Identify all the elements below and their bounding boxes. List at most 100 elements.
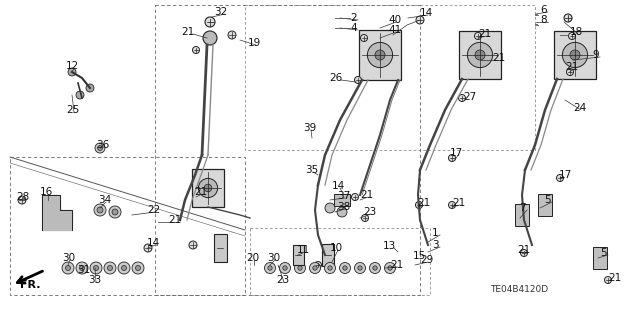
Circle shape (65, 265, 70, 271)
Text: 8: 8 (540, 15, 547, 25)
Text: 21: 21 (360, 190, 373, 200)
Circle shape (112, 209, 118, 215)
Circle shape (90, 262, 102, 274)
Circle shape (204, 184, 212, 192)
Circle shape (95, 143, 105, 153)
Circle shape (474, 33, 481, 40)
Text: 4: 4 (350, 23, 356, 33)
Text: 32: 32 (214, 7, 227, 17)
Text: 21: 21 (194, 187, 207, 197)
Text: FR.: FR. (20, 280, 40, 290)
Circle shape (205, 17, 215, 27)
Circle shape (568, 33, 575, 40)
Circle shape (97, 207, 103, 213)
Text: 3: 3 (432, 240, 438, 250)
Text: 39: 39 (303, 123, 316, 133)
Circle shape (475, 50, 485, 60)
Text: 11: 11 (297, 245, 310, 255)
Circle shape (198, 178, 218, 197)
Circle shape (283, 266, 287, 270)
Circle shape (310, 263, 321, 273)
Circle shape (264, 263, 275, 273)
Text: 14: 14 (420, 8, 433, 18)
Text: 21: 21 (608, 273, 621, 283)
Circle shape (372, 266, 377, 270)
Text: 34: 34 (98, 195, 111, 205)
Text: 21: 21 (517, 245, 531, 255)
Circle shape (94, 204, 106, 216)
Text: TE04B4120D: TE04B4120D (490, 286, 548, 294)
Text: 9: 9 (592, 50, 598, 60)
Polygon shape (515, 204, 529, 226)
Text: 21: 21 (492, 53, 505, 63)
Circle shape (144, 244, 152, 252)
Polygon shape (554, 31, 596, 79)
Circle shape (132, 262, 144, 274)
Text: 21: 21 (478, 29, 492, 39)
Polygon shape (214, 234, 227, 262)
Circle shape (360, 34, 367, 41)
Circle shape (564, 14, 572, 22)
Text: 41: 41 (388, 25, 401, 35)
Circle shape (367, 42, 392, 68)
Text: 21: 21 (390, 260, 403, 270)
Text: 18: 18 (570, 27, 583, 37)
Circle shape (563, 42, 588, 68)
Text: 17: 17 (559, 170, 572, 180)
Text: 20: 20 (246, 253, 259, 263)
Circle shape (458, 94, 465, 101)
Text: 33: 33 (88, 275, 101, 285)
Circle shape (104, 262, 116, 274)
Text: 28: 28 (16, 192, 29, 202)
Text: 12: 12 (66, 61, 79, 71)
Polygon shape (538, 194, 552, 216)
Text: 15: 15 (413, 251, 426, 261)
Circle shape (268, 266, 272, 270)
Circle shape (294, 263, 305, 273)
Circle shape (325, 203, 335, 213)
Polygon shape (459, 31, 501, 79)
Circle shape (203, 31, 217, 45)
Polygon shape (292, 245, 303, 265)
Text: 16: 16 (40, 187, 53, 197)
Text: 6: 6 (540, 5, 547, 15)
Circle shape (86, 84, 94, 92)
Circle shape (388, 266, 392, 270)
Text: 38: 38 (337, 202, 350, 212)
Circle shape (122, 265, 127, 271)
Text: 37: 37 (337, 191, 350, 201)
Circle shape (605, 277, 611, 284)
Text: 17: 17 (450, 148, 463, 158)
Circle shape (449, 202, 456, 209)
Text: 10: 10 (330, 243, 343, 253)
Circle shape (324, 263, 335, 273)
Polygon shape (42, 195, 72, 230)
Text: 5: 5 (544, 195, 550, 205)
Circle shape (520, 249, 527, 256)
Polygon shape (192, 169, 224, 207)
Text: 14: 14 (332, 181, 345, 191)
Circle shape (76, 91, 84, 99)
Text: 35: 35 (305, 165, 318, 175)
Text: 36: 36 (96, 140, 109, 150)
Circle shape (328, 266, 332, 270)
Circle shape (62, 262, 74, 274)
Circle shape (355, 77, 362, 84)
Text: 21: 21 (565, 62, 579, 72)
Text: 21: 21 (417, 198, 430, 208)
Circle shape (337, 207, 347, 217)
Text: 21: 21 (452, 198, 465, 208)
Circle shape (570, 50, 580, 60)
Circle shape (280, 263, 291, 273)
Polygon shape (334, 194, 350, 206)
Text: 27: 27 (463, 92, 476, 102)
Circle shape (375, 50, 385, 60)
Circle shape (109, 206, 121, 218)
Text: 14: 14 (147, 238, 160, 248)
Circle shape (566, 69, 573, 76)
Text: 1: 1 (432, 228, 438, 238)
Circle shape (97, 145, 102, 151)
Circle shape (362, 214, 369, 221)
Circle shape (415, 202, 422, 209)
Circle shape (228, 31, 236, 39)
